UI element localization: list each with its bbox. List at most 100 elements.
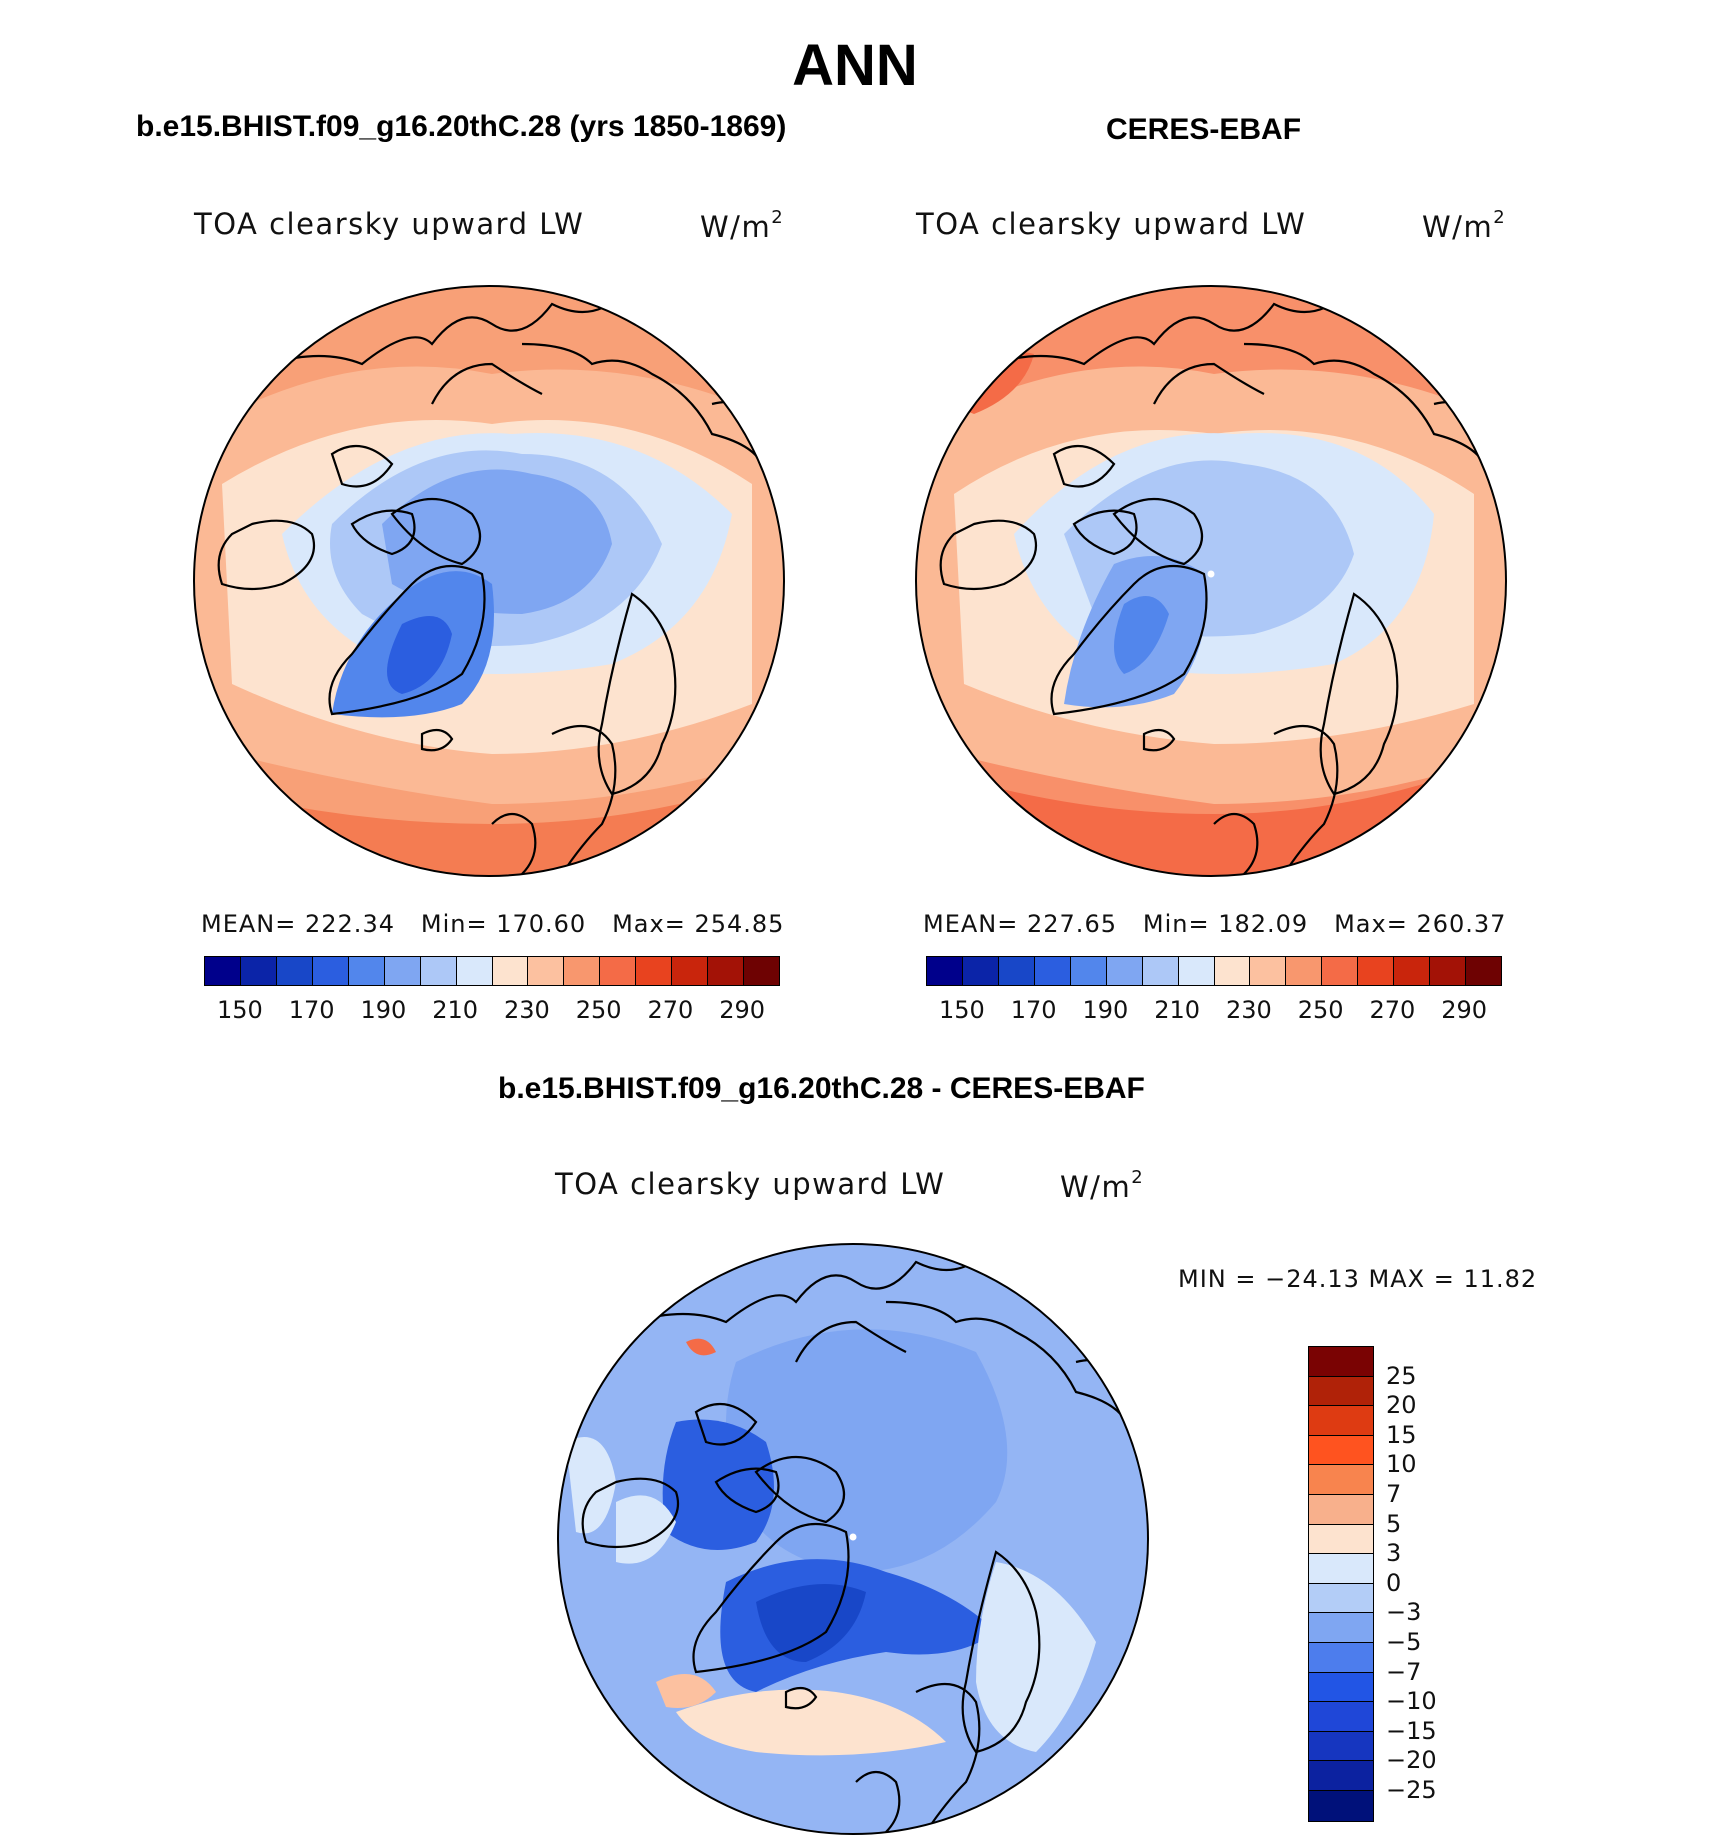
coastline xyxy=(241,293,623,376)
obs-polar-map xyxy=(915,285,1507,877)
colorbar-swatch xyxy=(528,957,565,985)
colorbar-swatch xyxy=(708,957,745,985)
model-max-label: Max= xyxy=(612,910,686,938)
colorbar-tick-label: −10 xyxy=(1386,1687,1437,1716)
colorbar-tick-label: 150 xyxy=(216,996,263,1024)
colorbar-swatch xyxy=(240,957,277,985)
colorbar-tick-label: 170 xyxy=(288,996,335,1024)
coastline xyxy=(795,1320,907,1363)
contour-region xyxy=(756,1584,866,1662)
coastline xyxy=(885,1300,1127,1423)
colorbar-tick-label: 25 xyxy=(1386,1361,1417,1390)
coastline xyxy=(390,497,482,566)
colorbar-swatch xyxy=(1309,1376,1373,1407)
colorbar-swatch xyxy=(492,957,529,985)
pole-marker xyxy=(849,1533,857,1541)
colorbar-tick-label: 20 xyxy=(1386,1391,1417,1420)
colorbar-swatch xyxy=(276,957,313,985)
model-colorbar xyxy=(204,956,780,986)
colorbar-swatch xyxy=(456,957,493,985)
colorbar-swatch xyxy=(998,957,1035,985)
obs-variable-label: TOA clearsky upward LW xyxy=(916,207,1307,241)
model-mean-label: MEAN= xyxy=(201,910,297,938)
model-units-label: W/m2 xyxy=(700,207,785,244)
colorbar-swatch xyxy=(1309,1761,1373,1791)
obs-max-label: Max= xyxy=(1334,910,1408,938)
coastline xyxy=(420,728,454,752)
coastline xyxy=(694,1402,758,1446)
colorbar-tick-label: 5 xyxy=(1386,1509,1402,1538)
colorbar-swatch xyxy=(1286,957,1323,985)
colorbar-tick-label: 15 xyxy=(1386,1420,1417,1449)
colorbar-tick-label: 270 xyxy=(1369,996,1416,1024)
colorbar-swatch xyxy=(927,957,963,985)
coastline xyxy=(1112,497,1204,566)
colorbar-swatch xyxy=(1178,957,1215,985)
colorbar-swatch xyxy=(1106,957,1143,985)
coastline xyxy=(855,1770,901,1833)
coastline xyxy=(491,812,537,875)
model-max-value: 254.85 xyxy=(694,910,785,938)
map-border xyxy=(915,285,1507,877)
map-border xyxy=(557,1243,1149,1835)
coastline xyxy=(784,1686,818,1710)
colorbar-tick-label: 7 xyxy=(1386,1480,1402,1508)
obs-max-value: 260.37 xyxy=(1416,910,1507,938)
diff-variable-label: TOA clearsky upward LW xyxy=(555,1167,946,1201)
colorbar-swatch xyxy=(1430,957,1467,985)
colorbar-swatch xyxy=(1070,957,1107,985)
coastline xyxy=(1052,444,1116,488)
colorbar-swatch xyxy=(1309,1731,1373,1762)
colorbar-tick-label: 10 xyxy=(1386,1450,1417,1479)
colorbar-tick-label: 190 xyxy=(1082,996,1129,1024)
obs-mean-value: 227.65 xyxy=(1027,910,1117,938)
colorbar-tick-label: 250 xyxy=(1297,996,1344,1024)
colorbar-swatch xyxy=(1309,1524,1373,1555)
colorbar-tick-label: −15 xyxy=(1386,1716,1437,1745)
colorbar-swatch xyxy=(1394,957,1431,985)
colorbar-swatch xyxy=(1250,957,1287,985)
colorbar-swatch xyxy=(1466,957,1501,985)
colorbar-swatch xyxy=(1309,1702,1373,1732)
model-stats: MEAN= 222.34 Min= 170.60 Max= 254.85 xyxy=(201,910,784,938)
colorbar-swatch xyxy=(1309,1642,1373,1673)
contour-region xyxy=(1114,596,1169,674)
colorbar-swatch xyxy=(1309,1435,1373,1466)
colorbar-tick-label: −25 xyxy=(1386,1776,1437,1804)
colorbar-tick-label: 3 xyxy=(1386,1539,1402,1568)
colorbar-tick-label: −5 xyxy=(1386,1628,1422,1656)
figure-title: ANN xyxy=(792,33,918,98)
coastline xyxy=(597,592,677,796)
colorbar-swatch xyxy=(1309,1583,1373,1614)
colorbar-swatch xyxy=(1034,957,1071,985)
colorbar-swatch xyxy=(1214,957,1251,985)
coastline xyxy=(1273,724,1339,875)
contour-region xyxy=(686,1338,716,1356)
coastline xyxy=(754,1455,846,1524)
diff-case-title: b.e15.BHIST.f09_g16.20thC.28 - CERES-EBA… xyxy=(498,1072,1145,1105)
map-border xyxy=(193,285,785,877)
model-variable-label: TOA clearsky upward LW xyxy=(194,207,585,241)
colorbar-tick-label: 250 xyxy=(575,996,622,1024)
coastline xyxy=(1243,342,1485,465)
contour-region xyxy=(976,1562,1096,1752)
model-mean-value: 222.34 xyxy=(305,910,395,938)
colorbar-swatch xyxy=(600,957,637,985)
colorbar-swatch xyxy=(205,957,241,985)
colorbar-tick-label: 0 xyxy=(1386,1568,1402,1597)
colorbar-swatch xyxy=(962,957,999,985)
colorbar-tick-label: 230 xyxy=(1225,996,1272,1024)
colorbar-swatch xyxy=(1309,1790,1373,1821)
colorbar-swatch xyxy=(1322,957,1359,985)
colorbar-tick-label: 270 xyxy=(647,996,694,1024)
colorbar-tick-label: 150 xyxy=(938,996,985,1024)
coastline xyxy=(963,293,1345,376)
model-min-label: Min= xyxy=(420,910,488,938)
diff-polar-map xyxy=(557,1243,1149,1835)
coastlines xyxy=(581,1251,1137,1833)
contour-region xyxy=(676,1689,946,1756)
colorbar-swatch xyxy=(1358,957,1395,985)
contour-region xyxy=(726,1329,1008,1572)
obs-min-value: 182.09 xyxy=(1218,910,1309,938)
contour-region xyxy=(566,1437,616,1534)
